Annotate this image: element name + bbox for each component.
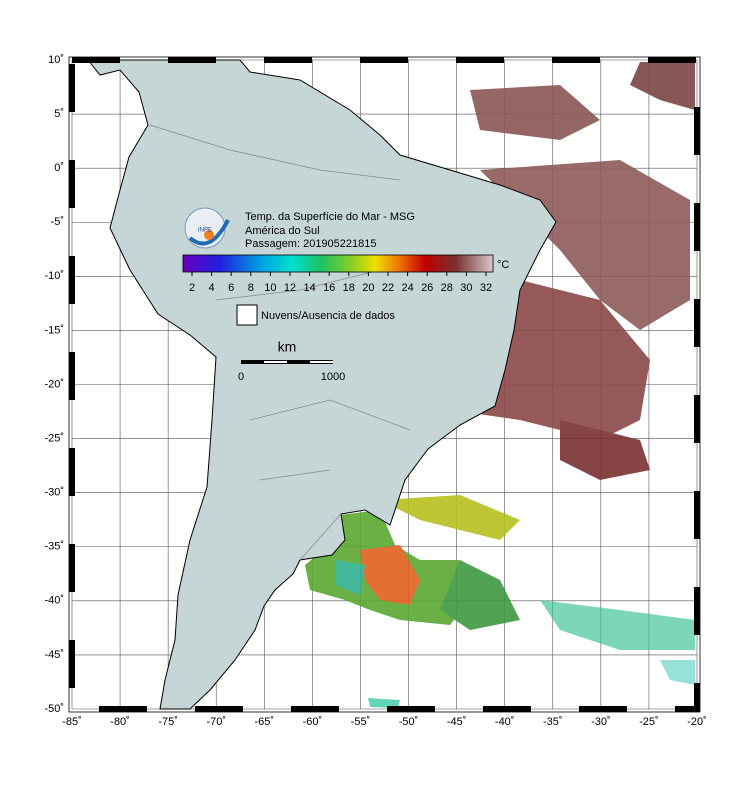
borders — [149, 124, 411, 561]
colorbar-tick-label: 6 — [228, 282, 234, 294]
title-line: América do Sul — [245, 225, 320, 237]
colorbar-tick-label: 22 — [382, 282, 394, 294]
colorbar-tick-label: 26 — [421, 282, 433, 294]
colorbar-tick-label: 10 — [264, 282, 276, 294]
scale-bar-segment — [264, 361, 287, 363]
lon-tick-label: -65˚ — [255, 716, 275, 728]
lon-tick-label: -20˚ — [687, 716, 707, 728]
lat-tick-label: -50˚ — [44, 703, 64, 715]
lat-tick-label: -30˚ — [44, 487, 64, 499]
colorbar-tick-label: 30 — [460, 282, 472, 294]
lon-tick-label: -70˚ — [206, 716, 226, 728]
title-line: Temp. da Superfície do Mar - MSG — [245, 211, 415, 223]
lon-tick-label: -40˚ — [495, 716, 515, 728]
lat-tick-label: -10˚ — [44, 270, 64, 282]
lat-tick-label: 0˚ — [54, 162, 64, 174]
lon-tick-label: -75˚ — [158, 716, 178, 728]
lon-tick-label: -30˚ — [591, 716, 611, 728]
lon-tick-label: -45˚ — [447, 716, 467, 728]
scale-unit: km — [278, 339, 297, 355]
colorbar-tick-label: 24 — [401, 282, 413, 294]
frame-dashes — [69, 57, 700, 712]
colorbar-tick-label: 14 — [303, 282, 315, 294]
lat-tick-label: -20˚ — [44, 378, 64, 390]
lat-tick-label: -5˚ — [51, 216, 64, 228]
lat-tick-label: -40˚ — [44, 595, 64, 607]
colorbar-tick-label: 18 — [343, 282, 355, 294]
colorbar-unit: °C — [497, 259, 509, 271]
colorbar-tick-label: 2 — [189, 282, 195, 294]
colorbar-tick-label: 12 — [284, 282, 296, 294]
lat-tick-label: -25˚ — [44, 432, 64, 444]
title-line: Passagem: 201905221815 — [245, 238, 377, 250]
lon-tick-label: -60˚ — [303, 716, 323, 728]
colorbar — [182, 254, 494, 273]
lat-tick-label: -15˚ — [44, 324, 64, 336]
legend-swatch — [236, 304, 258, 326]
scale-label: 0 — [238, 371, 244, 383]
lon-tick-label: -35˚ — [543, 716, 563, 728]
lon-tick-label: -55˚ — [351, 716, 371, 728]
lon-tick-label: -80˚ — [110, 716, 130, 728]
lat-tick-label: 10˚ — [48, 54, 64, 66]
lon-tick-label: -25˚ — [639, 716, 659, 728]
lon-tick-label: -50˚ — [399, 716, 419, 728]
colorbar-tick-label: 8 — [248, 282, 254, 294]
lat-tick-label: -35˚ — [44, 541, 64, 553]
legend-label: Nuvens/Ausencia de dados — [261, 310, 395, 322]
colorbar-tick-label: 32 — [480, 282, 492, 294]
colorbar-tick-label: 28 — [441, 282, 453, 294]
colorbar-tick-label: 4 — [209, 282, 215, 294]
lon-tick-label: -85˚ — [62, 716, 82, 728]
colorbar-tick-label: 16 — [323, 282, 335, 294]
lat-tick-label: -45˚ — [44, 649, 64, 661]
lat-tick-label: 5˚ — [54, 108, 64, 120]
scale-label: 1000 — [321, 371, 345, 383]
scale-bar-segment — [310, 361, 333, 363]
logo: INPE — [184, 207, 230, 249]
frame — [68, 56, 701, 713]
colorbar-tick-label: 20 — [362, 282, 374, 294]
colorbar-ticks: 2 4 6 8 10 12 14 16 18 20 22 24 26 28 30 32 — [189, 272, 492, 294]
logo-text: INPE — [198, 228, 212, 234]
